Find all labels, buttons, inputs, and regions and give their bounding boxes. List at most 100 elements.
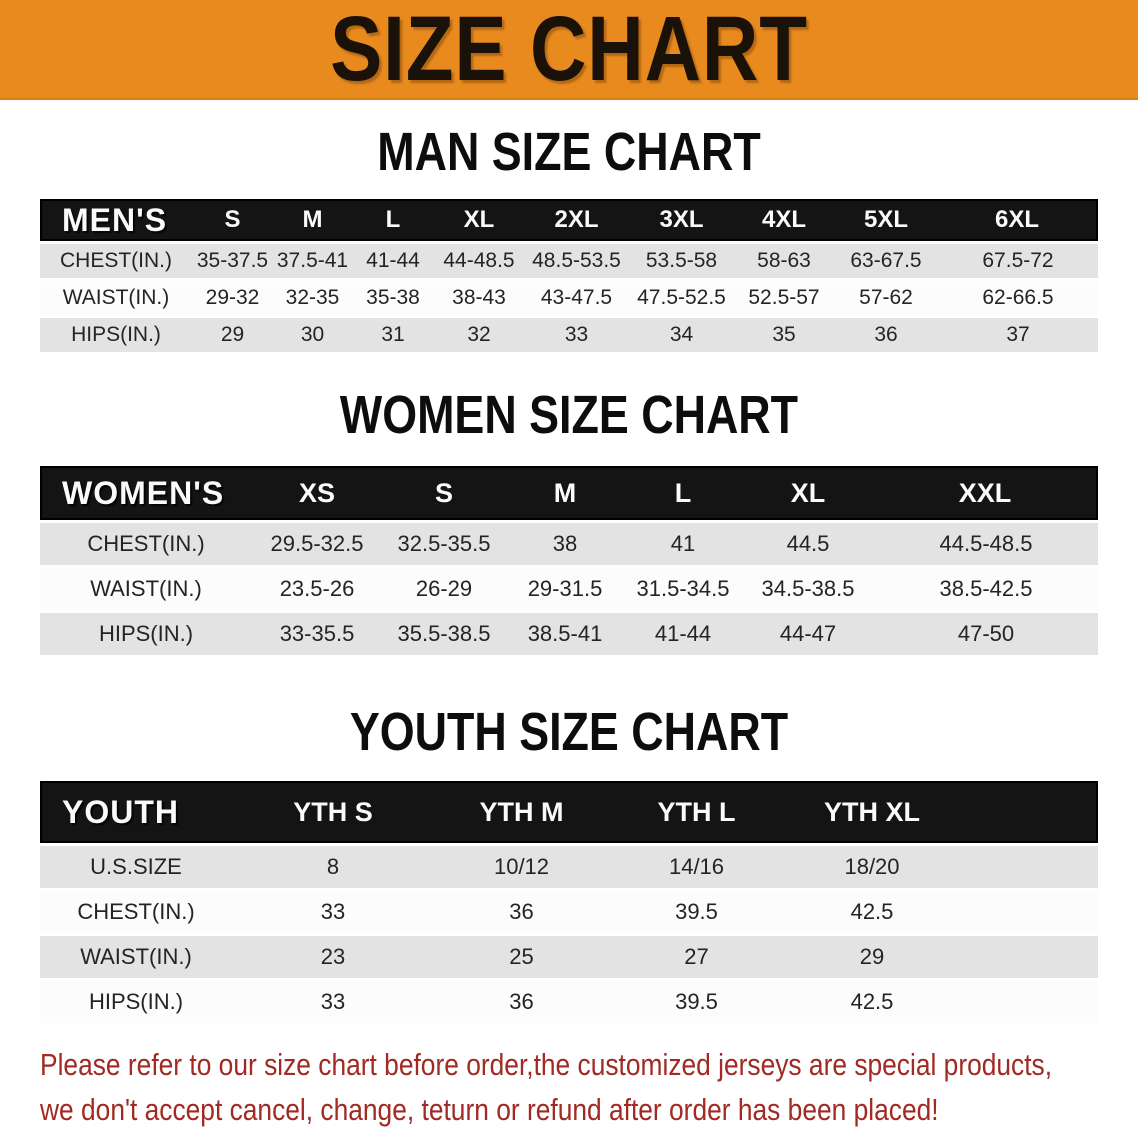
size-column-header: L xyxy=(624,466,742,520)
measurement-row: CHEST(IN.) 33 36 39.5 42.5 xyxy=(40,891,1098,933)
measurement-value: 36 xyxy=(509,989,534,1014)
measurement-row-label: WAIST(IN.) xyxy=(90,576,202,601)
measurement-value: 26-29 xyxy=(415,576,473,601)
measurement-value: 23 xyxy=(320,944,346,969)
banner-title: SIZE CHART xyxy=(330,0,808,100)
measurement-value: 29-32 xyxy=(205,286,260,309)
measurement-value: 33 xyxy=(320,989,346,1014)
women-section-heading: WOMEN SIZE CHART xyxy=(0,385,1138,445)
youth-section-heading-text: YOUTH SIZE CHART xyxy=(349,702,789,762)
women-section-heading-text: WOMEN SIZE CHART xyxy=(339,385,799,445)
measurement-row-label: HIPS(IN.) xyxy=(88,989,184,1014)
size-column-header: 2XL xyxy=(524,199,629,241)
measurement-value: 52.5-57 xyxy=(748,286,820,309)
measurement-row: WAIST(IN.) 23.5-26 26-29 29-31.5 31.5-34.5 34… xyxy=(40,568,1098,610)
youth-size-table: YOUTH YTH S YTH M YTH L YTH XL U.S.SIZE 8 10/12… xyxy=(40,778,1098,1026)
size-column-header: YTH S xyxy=(232,781,434,843)
measurement-row-label: HIPS(IN.) xyxy=(71,323,161,346)
measurement-value: 48.5-53.5 xyxy=(532,249,621,272)
measurement-value: 63-67.5 xyxy=(850,249,922,272)
measurement-value: 38 xyxy=(552,531,578,556)
measurement-value: 35 xyxy=(772,323,796,346)
measurement-row-label: WAIST(IN.) xyxy=(80,944,192,969)
measurement-value: 67.5-72 xyxy=(982,249,1054,272)
measurement-value: 32-35 xyxy=(285,286,340,309)
measurement-value: 33 xyxy=(564,323,589,346)
measurement-value: 34.5-38.5 xyxy=(761,576,855,601)
measurement-value: 29-31.5 xyxy=(527,576,603,601)
women-size-chart-section: WOMEN SIZE CHART WOMEN'S XS S M L XL XXL CHEST(… xyxy=(0,385,1138,658)
measurement-value: 33-35.5 xyxy=(279,621,355,646)
measurement-row-label: CHEST(IN.) xyxy=(87,531,205,556)
row-filler xyxy=(960,846,1098,888)
measurement-value: 38.5-42.5 xyxy=(939,576,1033,601)
measurement-value: 57-62 xyxy=(859,286,913,309)
measurement-value: 47-50 xyxy=(957,621,1015,646)
size-column-header: XL xyxy=(434,199,524,241)
youth-size-chart-section: YOUTH SIZE CHART YOUTH YTH S YTH M YTH L YTH… xyxy=(0,702,1138,1026)
men-header-row: MEN'S S M L XL 2XL 3XL 4XL 5XL 6XL xyxy=(40,199,1098,241)
measurement-row: CHEST(IN.) 29.5-32.5 32.5-35.5 38 41 44.5 44.5… xyxy=(40,523,1098,565)
measurement-value: 41-44 xyxy=(654,621,712,646)
size-column-header: 4XL xyxy=(734,199,834,241)
measurement-value: 43-47.5 xyxy=(540,286,613,309)
measurement-value: 31 xyxy=(381,323,405,346)
measurement-value: 36 xyxy=(509,899,534,924)
measurement-row: CHEST(IN.) 35-37.5 37.5-41 41-44 44-48.5 48.5… xyxy=(40,244,1098,278)
size-column-header: XS xyxy=(252,466,382,520)
measurement-value: 37 xyxy=(1006,323,1030,346)
size-column-header: YTH XL xyxy=(784,781,960,843)
measurement-value: 18/20 xyxy=(844,854,900,879)
man-section-heading: MAN SIZE CHART xyxy=(0,125,1138,179)
size-column-header: XXL xyxy=(874,466,1098,520)
youth-section-heading: YOUTH SIZE CHART xyxy=(0,702,1138,762)
measurement-value: 34 xyxy=(669,323,694,346)
measurement-value: 30 xyxy=(300,323,325,346)
row-filler xyxy=(960,981,1098,1023)
measurement-value: 53.5-58 xyxy=(645,249,718,272)
measurement-row: WAIST(IN.) 23 25 27 29 xyxy=(40,936,1098,978)
measurement-value: 27 xyxy=(684,944,709,969)
youth-corner-label: YOUTH xyxy=(40,781,232,843)
measurement-value: 58-63 xyxy=(757,249,811,272)
women-size-table-container: WOMEN'S XS S M L XL XXL CHEST(IN.) 29.5-32.5 32.5… xyxy=(0,463,1138,658)
size-column-header: M xyxy=(506,466,624,520)
size-column-header: M xyxy=(273,199,352,241)
measurement-row-label: CHEST(IN.) xyxy=(77,899,195,924)
measurement-row: HIPS(IN.) 33-35.5 35.5-38.5 38.5-41 41-44 44-… xyxy=(40,613,1098,655)
size-column-header: S xyxy=(192,199,273,241)
men-size-table: MEN'S S M L XL 2XL 3XL 4XL 5XL 6XL CHEST(IN.) 35-37… xyxy=(40,196,1098,355)
man-size-chart-section: MAN SIZE CHART MEN'S S M L XL 2XL 3XL 4XL 5XL 6XL… xyxy=(0,125,1138,355)
measurement-row-label: HIPS(IN.) xyxy=(98,621,194,646)
measurement-value: 36 xyxy=(874,323,898,346)
measurement-value: 29 xyxy=(859,944,885,969)
measurement-value: 35.5-38.5 xyxy=(397,621,491,646)
men-size-table-container: MEN'S S M L XL 2XL 3XL 4XL 5XL 6XL CHEST(IN.) 35-37… xyxy=(0,196,1138,355)
measurement-row-label: U.S.SIZE xyxy=(90,854,182,879)
size-column-header: YTH L xyxy=(609,781,784,843)
women-size-table: WOMEN'S XS S M L XL XXL CHEST(IN.) 29.5-32.5 32.5… xyxy=(40,463,1098,658)
size-column-header: 3XL xyxy=(629,199,734,241)
disclaimer-line-1: Please refer to our size chart before or… xyxy=(40,1047,1053,1082)
measurement-value: 35-37.5 xyxy=(196,249,269,272)
measurement-value: 62-66.5 xyxy=(982,286,1054,309)
measurement-row: HIPS(IN.) 33 36 39.5 42.5 xyxy=(40,981,1098,1023)
men-corner-label: MEN'S xyxy=(40,199,192,241)
measurement-value: 25 xyxy=(509,944,534,969)
measurement-value: 42.5 xyxy=(850,989,894,1014)
measurement-value: 47.5-52.5 xyxy=(637,286,726,309)
measurement-value: 8 xyxy=(326,854,340,879)
size-column-header: L xyxy=(352,199,434,241)
measurement-value: 42.5 xyxy=(850,899,894,924)
measurement-value: 44.5-48.5 xyxy=(939,531,1033,556)
measurement-value: 44-48.5 xyxy=(443,249,515,272)
measurement-value: 37.5-41 xyxy=(276,249,349,272)
measurement-value: 29.5-32.5 xyxy=(270,531,364,556)
measurement-row: HIPS(IN.) 29 30 31 32 33 34 35 36 37 xyxy=(40,318,1098,352)
youth-size-table-container: YOUTH YTH S YTH M YTH L YTH XL U.S.SIZE 8 10/12… xyxy=(0,778,1138,1026)
size-column-header: 6XL xyxy=(938,199,1098,241)
youth-header-row: YOUTH YTH S YTH M YTH L YTH XL xyxy=(40,781,1098,843)
measurement-value: 32 xyxy=(467,323,491,346)
measurement-value: 41 xyxy=(670,531,696,556)
size-column-header: XL xyxy=(742,466,874,520)
